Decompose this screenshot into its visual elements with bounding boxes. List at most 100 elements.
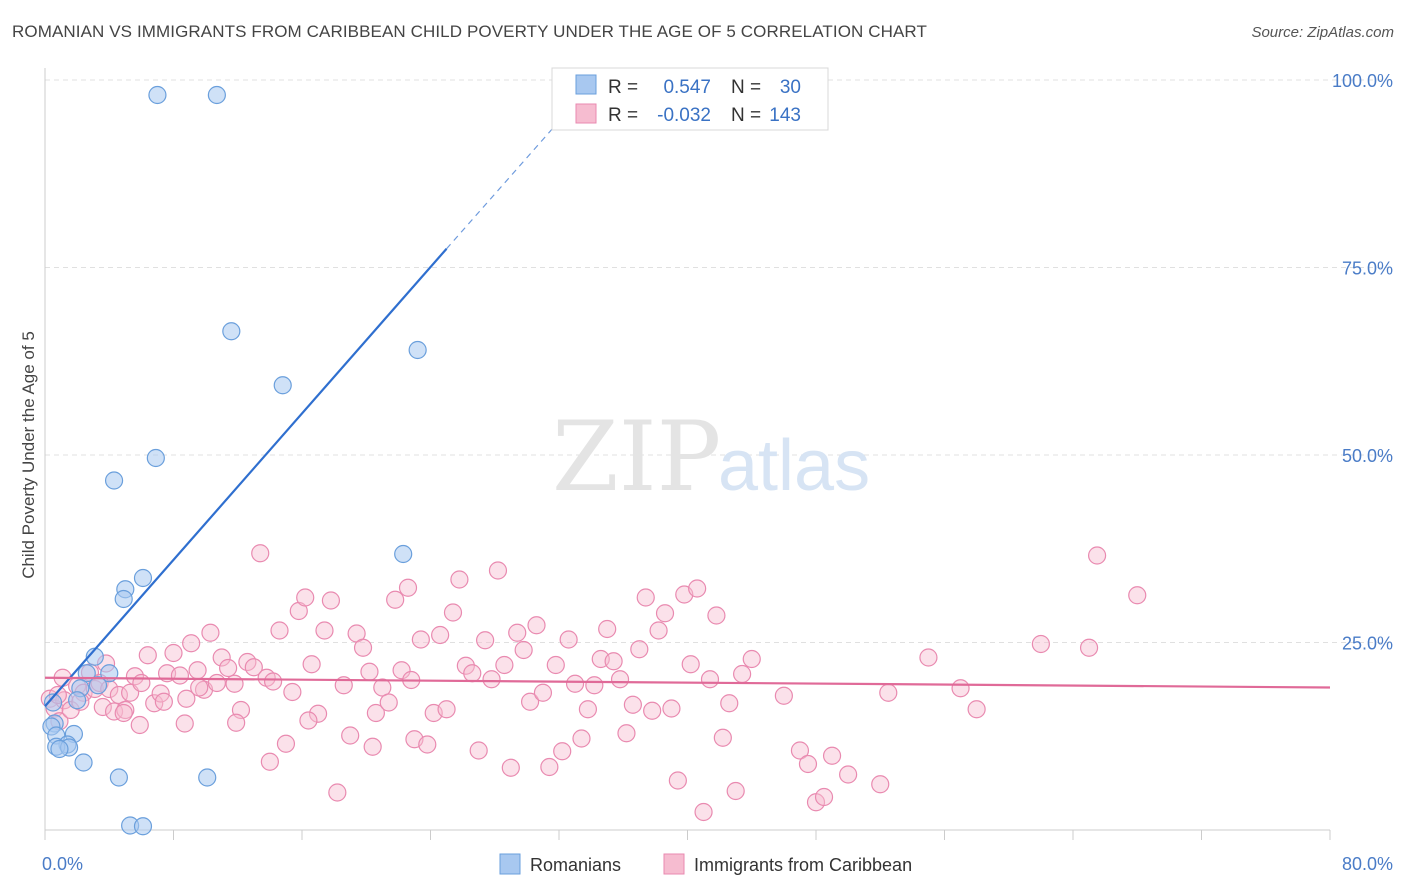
caribbean-point [360,662,379,681]
caribbean-point [559,630,578,649]
romanians-point [43,693,63,712]
caribbean-point [798,754,818,774]
caribbean-point [263,672,283,691]
caribbean-point [219,658,238,678]
romanians-point [88,676,108,695]
caribbean-point [299,711,318,730]
caribbean-point [431,625,450,645]
caribbean-point [138,646,157,665]
caribbean-point [617,724,636,743]
caribbean-point [643,701,662,720]
stats-n-label-romanians: N = [731,77,761,98]
caribbean-point [456,656,475,675]
caribbean-point [742,649,761,669]
caribbean-point [177,689,196,708]
romanians-point [104,471,124,490]
caribbean-point [212,648,231,667]
romanians-point [148,85,167,105]
caribbean-point [386,590,405,609]
chart-title: ROMANIAN VS IMMIGRANTS FROM CARIBBEAN CH… [12,22,927,41]
caribbean-point [114,703,133,723]
romanians-point [109,768,128,787]
caribbean-point [572,729,591,748]
romanians-point [198,768,217,787]
romanians-point [133,817,153,836]
caribbean-point [726,781,745,801]
stats-box: R = 0.547 N = 30 R = -0.032 N = 143 [551,67,829,131]
y-axis-ticks: 25.0% 50.0% 75.0% 100.0% [1332,71,1393,654]
caribbean-point [366,703,385,723]
caribbean-point [681,655,700,674]
caribbean-point [418,735,437,754]
romanians-point [222,322,241,341]
stats-n-value-caribbean: 143 [769,105,801,126]
trendlines [44,120,1331,707]
caribbean-point [951,679,970,698]
stats-r-label-caribbean: R = [608,105,638,126]
caribbean-point [302,655,321,674]
x-tick-label: 0.0% [42,854,83,874]
caribbean-point [668,771,687,790]
caribbean-point [1079,638,1099,657]
caribbean-point [610,670,630,689]
caribbean-point [501,758,520,777]
romanians-point [114,589,133,609]
romanians-trendline-extension [446,120,560,250]
caribbean-point [341,726,360,745]
caribbean-point [790,741,810,760]
romanians-point [207,85,226,105]
x-axis-ticks: 0.0% 80.0% [42,854,1393,874]
caribbean-point [967,700,986,719]
caribbean-point [527,616,546,635]
caribbean-point [540,757,559,777]
romanians-point [146,448,165,468]
caribbean-point [814,787,834,807]
legend-label-caribbean: Immigrants from Caribbean [694,855,912,875]
caribbean-point [598,619,617,639]
watermark-zip: ZIP [552,401,721,513]
caribbean-point [463,664,482,683]
legend-swatch-caribbean [663,853,685,875]
caribbean-point [636,588,655,607]
caribbean-point [508,623,527,642]
stats-r-value-romanians: 0.547 [663,77,711,98]
romanians-point [50,739,69,759]
caribbean-point [283,682,302,702]
caribbean-point [649,621,668,640]
legend-swatch-romanians [499,853,521,875]
source-credit: Source: ZipAtlas.com [1251,24,1394,41]
caribbean-point [688,579,707,598]
caribbean-point [227,713,246,732]
caribbean-point [328,783,347,802]
caribbean-point [546,655,565,675]
caribbean-point [520,692,540,711]
caribbean-point [482,670,501,689]
caribbean-trendline [44,676,1331,689]
caribbean-point [1031,634,1050,654]
romanians-point [68,691,87,710]
stats-swatch-caribbean [575,103,597,124]
caribbean-point [260,752,279,771]
caribbean-point [553,742,572,761]
romanians-point [273,376,292,395]
caribbean-point [207,673,226,693]
caribbean-point [315,621,334,640]
caribbean-point [720,694,739,713]
legend: Romanians Immigrants from Caribbean [499,853,912,875]
romanians-point [133,568,153,588]
caribbean-point [1128,586,1147,605]
stats-n-value-romanians: 30 [780,77,801,98]
caribbean-point [476,631,495,650]
caribbean-point [450,570,469,589]
caribbean-point [713,728,732,747]
stats-n-label-caribbean: N = [731,105,761,126]
caribbean-point [822,746,842,765]
caribbean-point [321,591,341,610]
y-axis-title: Child Poverty Under the Age of 5 [19,331,38,579]
caribbean-point [398,578,418,597]
caribbean-point [578,700,598,719]
legend-label-romanians: Romanians [530,855,621,875]
caribbean-point [585,676,604,695]
caribbean-point [164,643,183,663]
